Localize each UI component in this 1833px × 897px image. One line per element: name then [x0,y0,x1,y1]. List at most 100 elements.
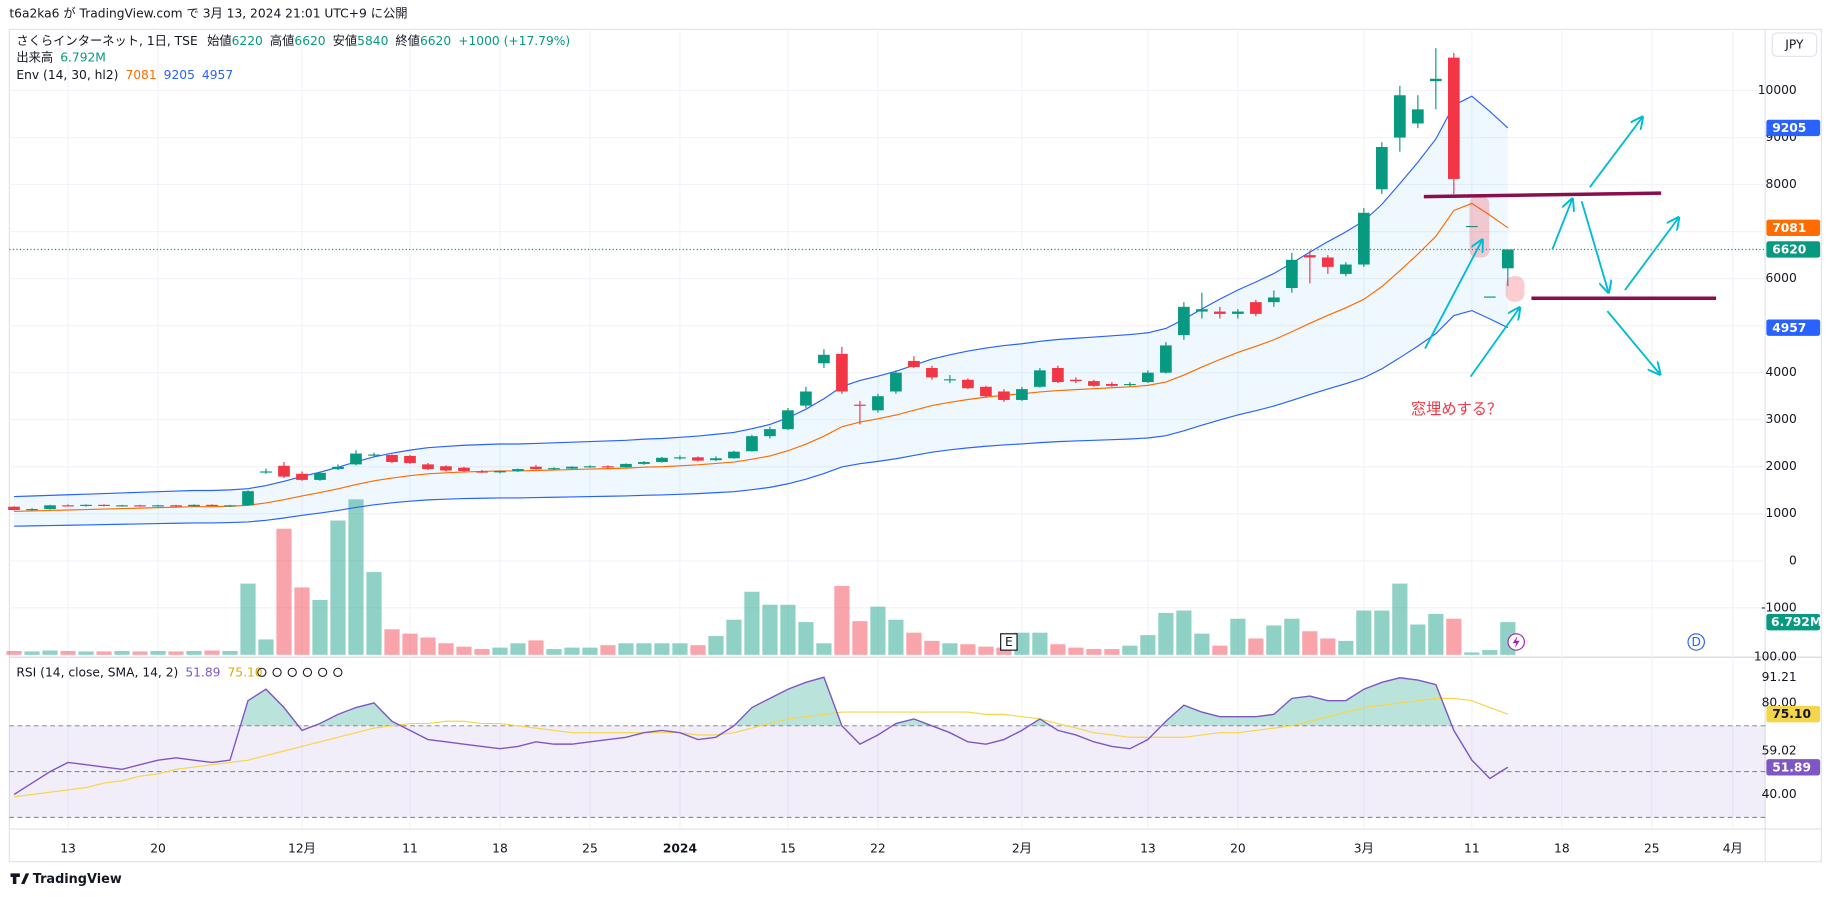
candle-body [638,462,650,464]
env-lower: 4957 [202,68,233,82]
resistance-line [1423,191,1662,199]
candle-body [1411,109,1424,124]
volume-bar [636,643,652,655]
candle-body [1052,367,1064,383]
candle-body [242,491,254,506]
ohlc-value: 6620 [294,34,325,48]
volume-bar [888,619,904,655]
legend-rsi: RSI (14, close, SMA, 14, 2) 51.89 75.10 [16,665,262,679]
env-upper-badge [1766,119,1821,137]
candle-body [602,466,614,468]
volume-bar [6,650,22,655]
candle-body [818,354,830,364]
y-tick-label: 2000 [1766,459,1797,473]
earnings-label[interactable]: E [1005,635,1013,649]
candle-body [548,468,560,470]
env-lower-badge [1766,319,1821,336]
envelope-basis [14,202,1509,512]
volume-bar [1122,645,1138,655]
x-tick-label: 11 [402,841,418,855]
x-tick-label: 13 [1140,841,1156,855]
candle-body [404,455,416,463]
candle-body [674,457,686,459]
x-tick-label: 20 [1230,841,1246,855]
candle-body [476,471,488,473]
candle-body [980,386,992,397]
envelope-upper [14,95,1509,498]
env-basis: 7081 [125,68,156,82]
volume-bar [384,629,400,655]
volume-bar [1284,618,1300,655]
candle-body [1286,259,1298,289]
candle-body [314,472,326,480]
currency-box[interactable] [1771,32,1818,57]
volume-bar [1302,631,1318,655]
volume-bar [1032,632,1048,655]
candle-body [206,504,218,506]
x-tick-label: 20 [150,841,166,855]
x-tick-label: 25 [582,841,598,855]
volume-bar [690,645,706,655]
candle-body [1016,389,1028,400]
volume-bar [852,621,868,655]
arrows [1424,117,1679,378]
currency[interactable]: JPY [1784,38,1804,52]
volume-bar [906,632,922,655]
candle-body [530,466,542,470]
y-tick-label: 6000 [1766,271,1797,285]
volume-bar [1212,645,1228,655]
candle-body [800,391,812,406]
candle-body [350,453,362,465]
candle-body [1142,372,1154,383]
candle-body [908,360,920,368]
rsi-tick-label: 40.00 [1762,787,1797,801]
candle-body [1304,255,1316,258]
volume-bar [708,636,724,655]
volume-bar [1248,638,1264,655]
candle-body [1340,264,1352,274]
volume-bar [114,650,130,655]
y-tick-label: 4000 [1766,365,1797,379]
volume-bar [1014,632,1030,655]
candle-body [998,391,1010,400]
drawings: 窓埋めする？ [1411,117,1717,418]
candle-body [368,454,380,456]
y-tick-label: -1000 [1761,600,1797,614]
dividend-label[interactable]: D [1691,635,1700,649]
volume-bar [726,619,742,655]
volume-bar [366,572,382,655]
volume-bar [816,643,832,655]
volume-bar [834,585,850,655]
x-tick-label: 4月 [1723,841,1743,855]
rsi-tick-label: 59.02 [1762,743,1797,757]
volume-bar [1140,635,1156,655]
candle-body [152,505,164,507]
volume-bar [870,606,886,655]
volume-bar [780,604,796,655]
rsi-sma-value: 75.10 [227,665,262,679]
candle-body [62,505,74,507]
candle-body [170,505,182,507]
candle-body [1034,370,1046,387]
volume-bar [420,637,436,655]
volume-bar [1104,649,1120,655]
x-tick-label: 25 [1644,841,1660,855]
volume-bar [528,640,544,655]
volume-bar [1050,644,1066,655]
candle-body [854,404,866,406]
volume-bar [978,646,994,655]
volume-bar [582,647,598,655]
dividend-marker[interactable] [1687,633,1705,651]
volume-bar [654,643,670,655]
candle-body [116,505,128,507]
candle-body [332,466,344,470]
earnings-marker[interactable] [1000,633,1018,651]
x-tick-label: 22 [870,841,886,855]
rsi-tick-label: 80.00 [1762,695,1797,709]
candle-body [1070,379,1082,382]
candle-body [1322,257,1334,267]
volume-bar [42,650,58,655]
